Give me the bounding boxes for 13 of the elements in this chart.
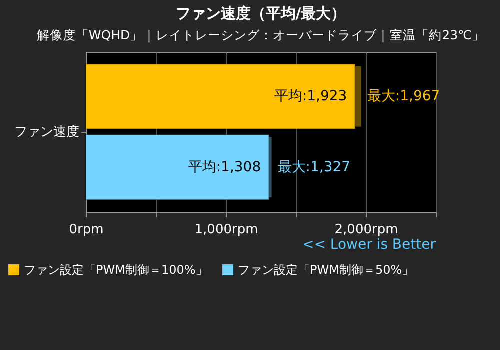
chart-subtitle: 解像度「WQHD」｜レイトレーシング：オーバードライブ｜室温「約23℃」: [36, 28, 486, 44]
legend-label: ファン設定「PWM制御＝100%」: [24, 263, 208, 277]
annotation: 最大:1,327: [278, 159, 351, 176]
x-tick-label: 1,000rpm: [194, 222, 258, 238]
y-tick-label: ファン速度: [14, 124, 80, 140]
x-tick-label: 0rpm: [69, 222, 104, 238]
annotation: 最大:1,967: [367, 88, 440, 105]
x-tick-label: 2,000rpm: [334, 222, 398, 238]
legend-label: ファン設定「PWM制御＝50%」: [238, 263, 414, 277]
data-label: 平均:1,308: [188, 159, 262, 176]
data-label: 平均:1,923: [274, 88, 348, 105]
chart-title: ファン速度（平均/最大）: [176, 4, 346, 22]
text: << Lower is Better: [302, 237, 436, 253]
